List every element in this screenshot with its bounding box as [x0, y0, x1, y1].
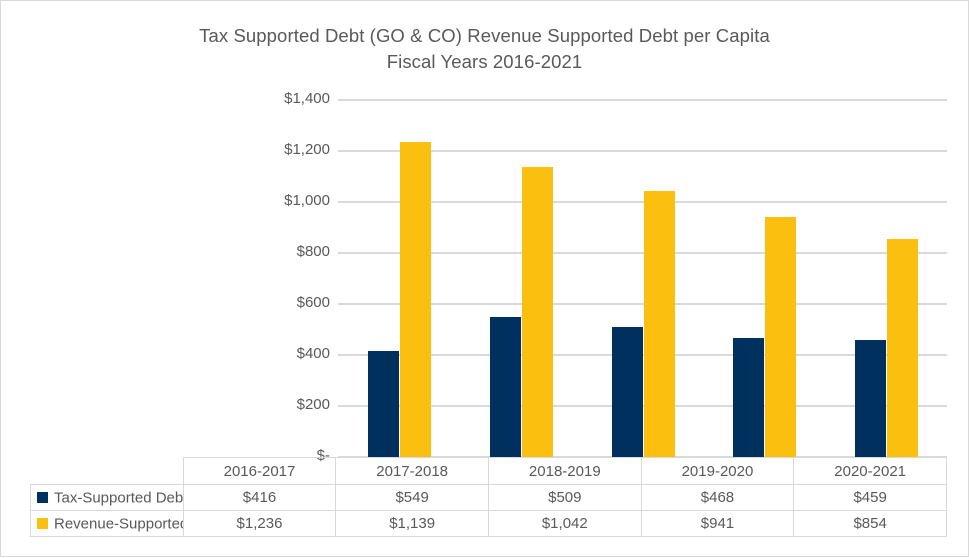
table-category-header: 2016-2017: [182, 457, 337, 485]
table-value-cell: $549: [335, 484, 489, 511]
bar-tax-supported: [489, 317, 521, 457]
chart-title: Tax Supported Debt (GO & CO) Revenue Sup…: [1, 23, 968, 75]
legend-label: Tax-Supported Debt per Capita: [54, 489, 184, 507]
table-value-cell: $416: [182, 484, 337, 511]
y-axis-tick-label: $400: [296, 345, 330, 362]
table-category-header: 2017-2018: [335, 457, 489, 485]
gridline: [338, 99, 947, 101]
bar-group: [338, 100, 460, 457]
y-axis-tick-label: $1,400: [284, 90, 330, 107]
bar-group: [703, 100, 825, 457]
table-value-cell: $941: [640, 510, 795, 537]
legend-entry: Revenue-Supported Debt Per Capita: [30, 510, 184, 537]
chart-title-line-1: Tax Supported Debt (GO & CO) Revenue Sup…: [199, 25, 770, 46]
y-axis-tick-label: $200: [296, 396, 330, 413]
bar-revenue-supported: [887, 239, 919, 457]
legend-entry: Tax-Supported Debt per Capita: [30, 484, 184, 511]
bar-tax-supported: [368, 350, 399, 457]
legend-swatch-icon: [37, 491, 48, 503]
table-category-header: 2019-2020: [640, 457, 795, 485]
chart-data-table: 2016-2017 2017-2018 2018-2019 2019-2020 2020…: [30, 457, 947, 537]
y-axis-tick-label: $800: [296, 243, 330, 260]
bar-group: [825, 100, 947, 457]
bar-tax-supported: [611, 327, 643, 457]
table-row: Revenue-Supported Debt Per Capita$1,236$…: [30, 510, 947, 537]
table-value-cell: $1,236: [182, 510, 337, 537]
chart-title-line-2: Fiscal Years 2016-2021: [386, 51, 583, 72]
table-category-header: 2018-2019: [487, 457, 642, 485]
plot-area: [338, 99, 947, 458]
table-value-cell: $459: [793, 484, 947, 511]
bar-tax-supported: [855, 339, 887, 457]
bar-tax-supported: [733, 337, 765, 457]
table-value-cell: $1,139: [335, 510, 489, 537]
bar-revenue-supported: [643, 191, 675, 457]
table-value-cell: $1,042: [487, 510, 642, 537]
table-corner-cell: [31, 458, 184, 485]
y-axis-tick-label: $1,000: [284, 192, 330, 209]
gridline: [338, 303, 947, 305]
bar-revenue-supported: [521, 166, 553, 457]
gridline: [338, 201, 947, 203]
legend-label: Revenue-Supported Debt Per Capita: [54, 515, 184, 533]
bar-revenue-supported: [765, 217, 797, 457]
table-category-header: 2020-2021: [793, 457, 947, 485]
bar-group: [582, 100, 704, 457]
table-value-cell: $468: [640, 484, 795, 511]
table-value-cell: $509: [487, 484, 642, 511]
gridline: [338, 150, 947, 152]
bar-group: [460, 100, 582, 457]
y-axis-tick-label: $600: [296, 294, 330, 311]
legend-swatch-icon: [37, 517, 48, 529]
gridline: [338, 252, 947, 254]
y-axis-tick-label: $1,200: [284, 141, 330, 158]
table-header-row: 2016-2017 2017-2018 2018-2019 2019-2020 2020…: [31, 457, 947, 485]
bar-revenue-supported: [400, 141, 431, 457]
table-row: Tax-Supported Debt per Capita$416$549$50…: [30, 484, 947, 511]
table-value-cell: $854: [793, 510, 947, 537]
